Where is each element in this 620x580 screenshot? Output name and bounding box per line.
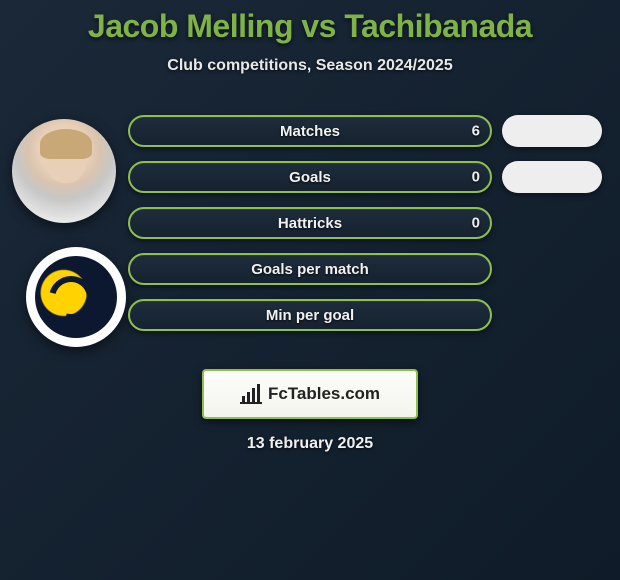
player-photo-left: [12, 119, 116, 223]
brand-name: FcTables.com: [268, 384, 380, 404]
stat-row-hattricks: Hattricks 0: [128, 207, 492, 239]
infographic-date: 13 february 2025: [0, 435, 620, 453]
content-row: Matches 6 Goals 0 Hattricks 0 Goals per …: [0, 111, 620, 347]
comparison-infographic: Jacob Melling vs Tachibanada Club compet…: [0, 0, 620, 580]
stat-label: Goals: [289, 169, 331, 186]
page-subtitle: Club competitions, Season 2024/2025: [0, 57, 620, 75]
stat-value-right-blank: [502, 161, 602, 193]
club-badge-left: [26, 247, 126, 347]
stat-label: Matches: [280, 123, 340, 140]
brand-logo-box: FcTables.com: [202, 369, 418, 419]
stat-label: Hattricks: [278, 215, 342, 232]
right-player-column: [492, 111, 612, 193]
club-badge-graphic: [35, 256, 117, 338]
stat-label: Min per goal: [266, 307, 354, 324]
stat-value-left: 0: [472, 169, 480, 186]
stats-column: Matches 6 Goals 0 Hattricks 0 Goals per …: [128, 111, 492, 331]
stat-row-goals: Goals 0: [128, 161, 492, 193]
stat-row-matches: Matches 6: [128, 115, 492, 147]
stat-row-goals-per-match: Goals per match: [128, 253, 492, 285]
left-player-column: [8, 111, 128, 347]
stat-value-left: 6: [472, 123, 480, 140]
stat-row-min-per-goal: Min per goal: [128, 299, 492, 331]
stat-value-right-blank: [502, 115, 602, 147]
bar-chart-icon: [240, 384, 264, 404]
page-title: Jacob Melling vs Tachibanada: [0, 8, 620, 45]
brand-name-main: FcTables: [268, 384, 340, 403]
brand-name-domain: .com: [340, 384, 380, 403]
stat-label: Goals per match: [251, 261, 369, 278]
stat-value-left: 0: [472, 215, 480, 232]
